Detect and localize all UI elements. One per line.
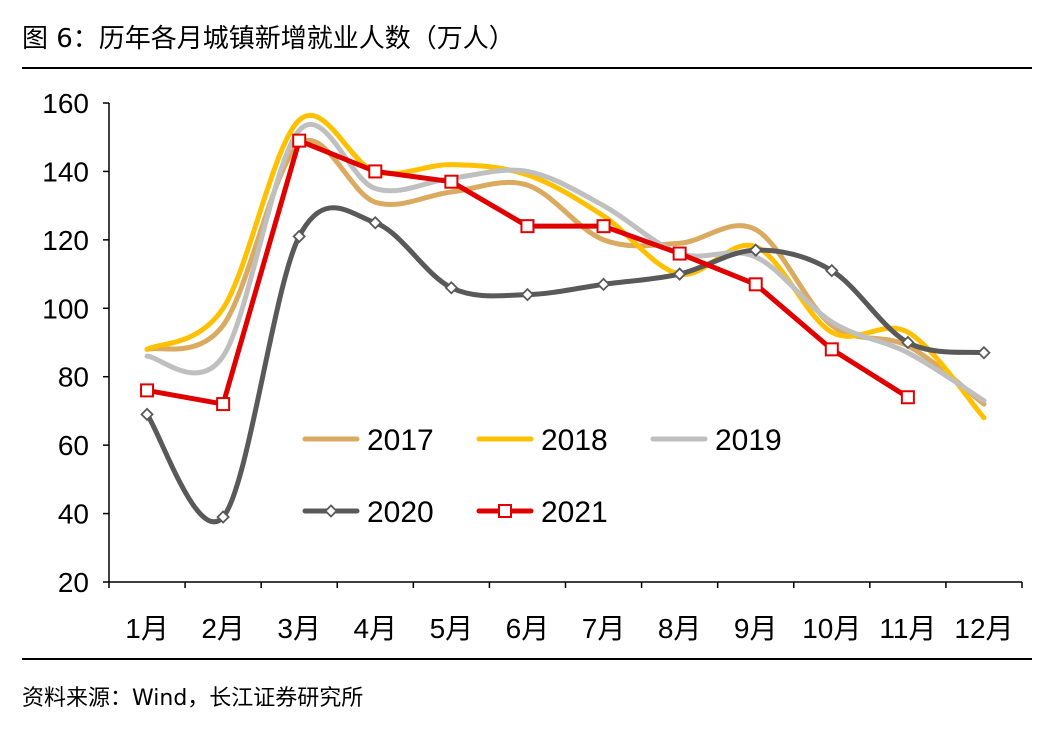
chart-axes: 20 40 60 80 100 120 140 160 1月 2月 3月 4月 5月 6月 7月 8月 9月 10… <box>42 88 1023 644</box>
y-tick-label: 20 <box>58 567 89 598</box>
data-point-2021 <box>368 164 383 179</box>
data-point-2021 <box>216 397 231 412</box>
data-point-2020 <box>596 277 611 292</box>
series-line-2018 <box>144 112 987 421</box>
data-point-2020 <box>292 229 306 244</box>
chart-legend: 2017 2018 2019 2020 2021 <box>302 424 782 529</box>
data-point-2020 <box>216 510 230 524</box>
legend-item-2019: 2019 <box>650 424 782 457</box>
y-tick-label: 40 <box>58 499 89 530</box>
figure-title: 图 6：历年各月城镇新增就业人数（万人） <box>22 24 515 54</box>
data-point-2021 <box>748 277 763 292</box>
x-tick-label: 1月 <box>125 613 169 644</box>
source-note: 资料来源：Wind，长江证券研究所 <box>22 686 364 711</box>
bottom-rule <box>22 658 1032 660</box>
data-point-2020 <box>444 280 459 295</box>
x-tick-label: 7月 <box>582 613 626 644</box>
data-point-2021 <box>140 383 155 398</box>
data-point-2020 <box>140 407 154 422</box>
data-point-2021 <box>824 342 839 357</box>
series-2021 <box>140 133 915 412</box>
x-tick-label: 3月 <box>277 613 321 644</box>
data-point-2021 <box>900 390 915 405</box>
legend-label: 2018 <box>541 424 608 457</box>
data-point-2021 <box>596 219 611 234</box>
y-tick-label: 120 <box>42 225 89 256</box>
y-tick-label: 60 <box>58 430 89 461</box>
x-tick-label: 5月 <box>430 613 474 644</box>
x-tick-label: 12月 <box>954 613 1013 644</box>
y-tick-label: 80 <box>58 362 89 393</box>
data-point-2020 <box>825 263 839 278</box>
legend-label: 2019 <box>715 424 782 457</box>
data-point-2021 <box>672 246 687 261</box>
y-tick-label: 160 <box>42 88 89 119</box>
x-tick-label: 8月 <box>658 613 702 644</box>
legend-item-2021: 2021 <box>476 496 608 529</box>
data-point-2020 <box>901 335 915 350</box>
series-line-2019 <box>144 121 987 404</box>
legend-label: 2017 <box>367 424 434 457</box>
data-point-2020 <box>748 243 763 257</box>
series-2019 <box>144 121 987 404</box>
x-tick-label: 2月 <box>201 613 245 644</box>
chart-series <box>140 112 991 525</box>
x-tick-label: 4月 <box>354 613 398 644</box>
data-point-2020 <box>368 215 383 230</box>
x-tick-label: 9月 <box>734 613 778 644</box>
y-tick-label: 100 <box>42 293 89 324</box>
legend-label: 2021 <box>541 496 608 529</box>
legend-marker <box>498 504 512 518</box>
data-point-2020 <box>672 267 687 281</box>
data-point-2021 <box>292 133 307 148</box>
series-2018 <box>144 112 987 421</box>
x-tick-label: 6月 <box>506 613 550 644</box>
data-point-2020 <box>977 345 991 360</box>
top-rule <box>22 67 1032 69</box>
legend-marker <box>324 504 338 518</box>
legend-item-2018: 2018 <box>476 424 608 457</box>
series-2020 <box>140 205 991 525</box>
x-tick-label: 10月 <box>802 613 861 644</box>
data-point-2021 <box>520 219 535 234</box>
legend-label: 2020 <box>367 496 434 529</box>
data-point-2021 <box>444 174 459 189</box>
y-tick-label: 140 <box>42 156 89 187</box>
legend-item-2020: 2020 <box>302 496 434 529</box>
x-tick-label: 11月 <box>879 613 936 644</box>
legend-item-2017: 2017 <box>302 424 434 457</box>
data-point-2020 <box>520 287 535 302</box>
